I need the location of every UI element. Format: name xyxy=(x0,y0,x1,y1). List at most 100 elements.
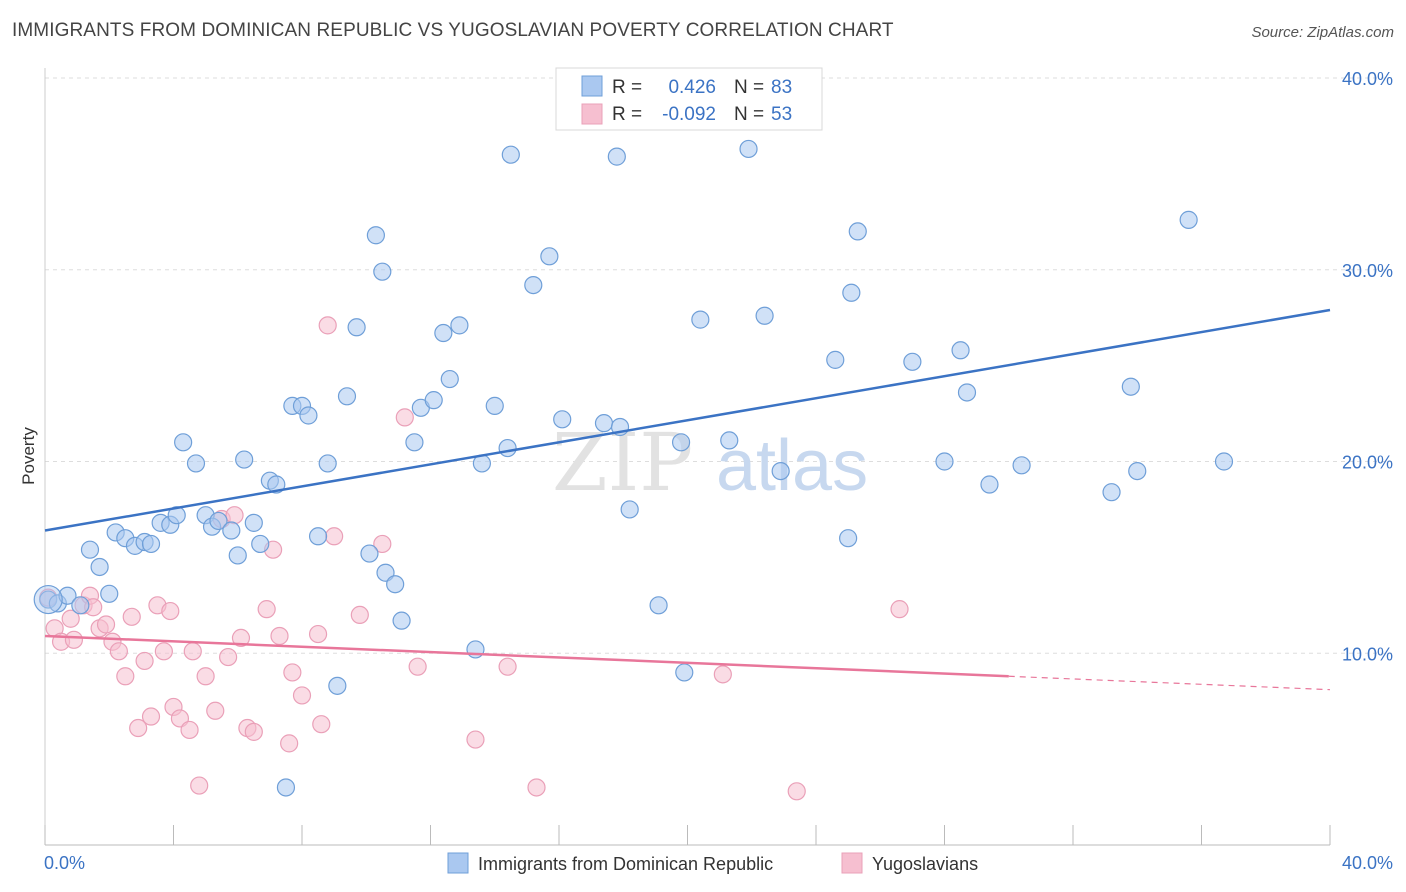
point-yugoslavians-45 xyxy=(395,408,414,427)
point-yugoslavians-35 xyxy=(270,626,289,646)
point-dominican-79 xyxy=(1121,377,1140,396)
x-tick-labels: 0.0% 40.0% xyxy=(44,853,1393,873)
trendline-yugoslavians-extension xyxy=(1008,675,1331,691)
point-dominican-31 xyxy=(308,527,328,546)
point-dominican-52 xyxy=(501,145,520,164)
point-yugoslavians-25 xyxy=(196,667,215,686)
legend-n-value-2: 53 xyxy=(771,104,792,125)
point-dominican-11 xyxy=(141,534,161,554)
point-dominican-71 xyxy=(842,283,861,302)
point-yugoslavians-49 xyxy=(527,778,546,797)
point-yugoslavians-39 xyxy=(308,624,328,644)
y-tick-label-0: 10.0% xyxy=(1342,644,1393,664)
point-yugoslavians-11 xyxy=(109,642,128,661)
point-yugoslavians-28 xyxy=(219,647,238,667)
point-dominican-80 xyxy=(1128,461,1147,481)
point-dominican-65 xyxy=(739,139,758,159)
point-yugoslavians-23 xyxy=(183,642,202,661)
point-yugoslavians-19 xyxy=(161,601,180,621)
y-tick-label-2: 30.0% xyxy=(1342,261,1393,281)
point-dominican-61 xyxy=(675,663,694,682)
point-dominican-44 xyxy=(424,391,443,410)
point-dominican-33 xyxy=(328,676,347,695)
point-yugoslavians-29 xyxy=(225,506,244,525)
y-tick-label-1: 20.0% xyxy=(1342,453,1393,473)
series-yugoslavians xyxy=(39,316,909,801)
point-dominican-24 xyxy=(251,534,270,554)
grid-lines xyxy=(45,77,1392,654)
legend-r-label-2: R = xyxy=(612,104,642,125)
point-dominican-58 xyxy=(607,147,626,166)
trendline-dominican xyxy=(44,308,1331,532)
point-yugoslavians-37 xyxy=(283,663,302,682)
point-yugoslavians-32 xyxy=(244,722,263,741)
point-dominican-77 xyxy=(1012,456,1031,475)
point-dominican-6 xyxy=(100,584,119,603)
point-yugoslavians-44 xyxy=(373,534,392,554)
trendline-yugoslavians xyxy=(44,634,1009,678)
point-yugoslavians-47 xyxy=(466,730,485,749)
point-yugoslavians-3 xyxy=(61,609,80,628)
legend-r-value-1: 0.426 xyxy=(668,77,716,98)
point-yugoslavians-22 xyxy=(180,720,199,740)
y-axis-label: Poverty xyxy=(19,427,38,485)
point-yugoslavians-18 xyxy=(154,642,173,661)
bottom-legend-swatch-blue xyxy=(447,852,469,874)
point-dominican-62 xyxy=(671,433,691,452)
point-dominican-27 xyxy=(276,778,296,797)
bottom-legend-label-pink: Yugoslavians xyxy=(872,854,978,874)
point-dominican-46 xyxy=(440,369,459,389)
point-dominican-22 xyxy=(235,450,254,469)
point-dominican-3 xyxy=(71,596,90,615)
legend-swatch-pink xyxy=(581,103,603,125)
point-dominican-66 xyxy=(755,306,774,325)
y-tick-label-3: 40.0% xyxy=(1342,69,1393,89)
point-yugoslavians-46 xyxy=(408,657,427,676)
point-dominican-51 xyxy=(498,438,517,458)
bottom-legend-label-blue: Immigrants from Dominican Republic xyxy=(478,854,773,874)
point-dominican-59 xyxy=(620,500,639,519)
point-dominican-70 xyxy=(848,222,867,241)
point-dominican-36 xyxy=(360,544,379,563)
point-yugoslavians-9 xyxy=(96,615,116,634)
point-dominican-2 xyxy=(58,586,77,605)
trend-lines xyxy=(44,308,1331,691)
legend-n-label-1: N = xyxy=(734,77,764,98)
point-dominican-47 xyxy=(450,316,469,335)
point-dominican-55 xyxy=(553,410,572,429)
bottom-legend-swatch-pink xyxy=(841,852,863,874)
point-yugoslavians-48 xyxy=(498,657,517,676)
legend-n-label-2: N = xyxy=(734,104,764,125)
bottom-legend: Immigrants from Dominican Republic Yugos… xyxy=(447,852,978,874)
point-dominican-34 xyxy=(337,387,357,406)
point-dominican-40 xyxy=(373,262,392,281)
point-yugoslavians-14 xyxy=(129,718,148,738)
x-tick-label-1: 40.0% xyxy=(1342,853,1393,873)
legend-swatch-blue xyxy=(581,75,603,97)
point-dominican-20 xyxy=(222,521,241,540)
source-label: Source: ZipAtlas.com xyxy=(1251,24,1394,41)
point-dominican-30 xyxy=(299,406,318,425)
point-dominican-26 xyxy=(267,475,286,494)
point-yugoslavians-43 xyxy=(350,605,369,625)
point-yugoslavians-15 xyxy=(135,651,154,671)
point-dominican-74 xyxy=(951,341,970,360)
watermark-atlas: atlas xyxy=(716,426,868,506)
point-dominican-67 xyxy=(771,461,790,481)
point-yugoslavians-30 xyxy=(231,628,251,648)
y-tick-labels: 10.0% 20.0% 30.0% 40.0% xyxy=(1342,69,1393,664)
x-tick-label-0: 0.0% xyxy=(44,853,85,873)
point-yugoslavians-40 xyxy=(312,715,331,734)
point-dominican-35 xyxy=(347,318,366,337)
point-yugoslavians-24 xyxy=(190,776,209,795)
point-dominican-5 xyxy=(90,557,109,577)
legend-r-value-2: -0.092 xyxy=(662,104,716,125)
point-dominican-68 xyxy=(826,350,845,369)
point-yugoslavians-50 xyxy=(713,665,732,684)
point-dominican-76 xyxy=(980,475,999,494)
point-yugoslavians-42 xyxy=(325,527,344,546)
point-dominican-4 xyxy=(80,540,100,559)
point-dominican-45 xyxy=(434,323,453,343)
legend: R = 0.426 N = 83 R = -0.092 N = 53 xyxy=(555,67,823,131)
